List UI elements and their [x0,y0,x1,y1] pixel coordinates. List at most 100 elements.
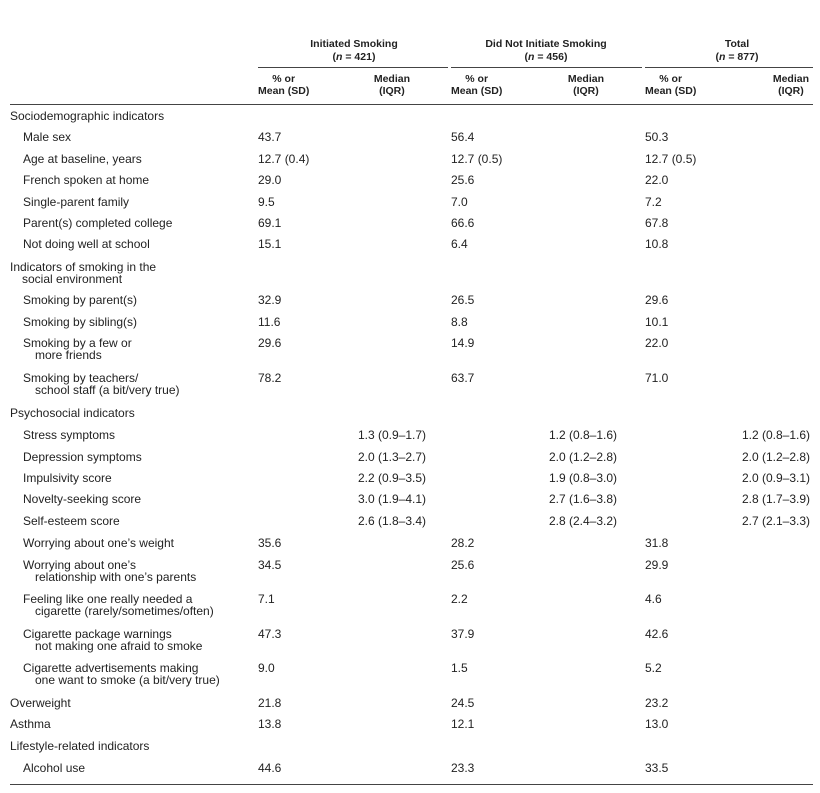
cell-value: 12.1 [451,717,475,731]
row-label: Cigarette advertisements making one want … [23,662,220,686]
row-label: Smoking by teachers/school staff (a bit/… [23,372,180,396]
cell-value: 29.0 [258,173,282,187]
cell-value: 35.6 [258,536,282,550]
group-rule [451,67,642,68]
section-label: Asthma [10,718,51,730]
subheader-mean: % or Mean (SD) [451,73,502,97]
label-line: Lifestyle-related indicators [10,739,150,753]
cell-value: 71.0 [645,371,669,385]
subheader-median: Median (IQR) [568,73,604,97]
cell-value: 66.6 [451,216,475,230]
label-line: Worrying about one’s [23,558,136,572]
label-line: Psychosocial indicators [10,406,135,420]
cell-value: 32.9 [258,293,282,307]
label-line: Feeling like one really needed a [23,592,193,606]
label-line: Impulsivity score [23,471,112,485]
cell-value: 2.7 (1.6–3.8) [548,492,617,506]
cell-value: 56.4 [451,130,475,144]
cell-value: 33.5 [645,761,669,775]
cell-value: 8.8 [451,315,468,329]
subheader-line: Median [373,73,410,85]
cell-value: 4.6 [645,592,662,606]
cell-value: 67.8 [645,216,669,230]
subheader-median: Median (IQR) [374,73,410,97]
group-n: (n = 456) [524,51,568,63]
subheader-line: (IQR) [778,85,804,97]
cell-value: 7.0 [451,195,468,209]
label-line: Overweight [10,696,71,710]
group-title: Total [724,38,750,50]
label-line: Age at baseline, years [23,152,142,166]
group-rule [645,67,813,68]
cell-value: 43.7 [258,130,282,144]
cell-value: 2.6 (1.8–3.4) [357,514,426,528]
row-label: Worrying about one’s weight [23,537,174,549]
cell-value: 2.0 (1.2–2.8) [548,450,617,464]
cell-value: 14.9 [451,336,475,350]
label-line: Alcohol use [23,761,86,775]
cell-value: 7.2 [645,195,662,209]
group-n: (n = 877) [715,51,759,63]
subheader-line: Median [567,73,604,85]
cell-value: 1.2 (0.8–1.6) [741,428,810,442]
section-label: Sociodemographic indicators [10,110,164,122]
row-label: Worrying about one’s relationship with on… [23,559,196,583]
cell-value: 1.2 (0.8–1.6) [548,428,617,442]
cell-value: 47.3 [258,627,282,641]
label-line: not making one afraid to smoke [35,639,203,653]
row-label: Smoking by parent(s) [23,294,137,306]
label-line: Worrying about one’s weight [23,536,174,550]
subheader-line: Median [772,73,809,85]
cell-value: 6.4 [451,237,468,251]
row-label: Depression symptoms [23,451,142,463]
label-line: Not doing well at school [23,237,150,251]
label-line: Smoking by a few or [23,336,132,350]
group-title: Did Not Initiate Smoking [485,38,607,50]
label-line: relationship with one’s parents [35,570,197,584]
group-header: Total (n = 877) [637,38,820,64]
cell-value: 10.8 [645,237,669,251]
row-label: Novelty-seeking score [23,493,141,505]
cell-value: 2.0 (1.3–2.7) [357,450,426,464]
cell-value: 12.7 (0.5) [645,152,697,166]
cell-value: 1.9 (0.8–3.0) [548,471,617,485]
label-line: school staff (a bit/very true) [35,383,180,397]
cell-value: 50.3 [645,130,669,144]
cell-value: 2.0 (0.9–3.1) [741,471,810,485]
cell-value: 3.0 (1.9–4.1) [357,492,426,506]
row-label: Male sex [23,131,71,143]
label-line: Cigarette package warnings [23,627,172,641]
cell-value: 22.0 [645,336,669,350]
section-label: Psychosocial indicators [10,407,135,419]
cell-value: 28.2 [451,536,475,550]
cell-value: 25.6 [451,558,475,572]
cell-value: 2.0 (1.2–2.8) [741,450,810,464]
section-label: Indicators of smoking in the social envir… [10,261,156,285]
label-line: Stress symptoms [23,428,116,442]
cell-value: 5.2 [645,661,662,675]
cell-value: 1.5 [451,661,468,675]
cell-value: 63.7 [451,371,475,385]
label-line: Self-esteem score [23,514,120,528]
cell-value: 22.0 [645,173,669,187]
label-line: Smoking by teachers/ [23,371,139,385]
cell-value: 25.6 [451,173,475,187]
row-label: Single-parent family [23,196,129,208]
section-label: Lifestyle-related indicators [10,740,149,752]
subheader-median: Median (IQR) [773,73,809,97]
label-line: Smoking by parent(s) [23,293,138,307]
subheader-line: Mean (SD) [258,85,310,97]
subheader-line: (IQR) [573,85,599,97]
row-label: Impulsivity score [23,472,112,484]
row-label: Cigarette package warnings not making one… [23,628,202,652]
group-header: Initiated Smoking (n = 421) [254,38,454,64]
cell-value: 78.2 [258,371,282,385]
row-label: Feeling like one really needed a cigarett… [23,593,214,617]
cell-value: 29.6 [645,293,669,307]
group-header: Did Not Initiate Smoking (n = 456) [446,38,646,64]
cell-value: 44.6 [258,761,282,775]
label-line: Novelty-seeking score [23,492,142,506]
cell-value: 1.3 (0.9–1.7) [357,428,426,442]
label-line: Smoking by sibling(s) [23,315,138,329]
